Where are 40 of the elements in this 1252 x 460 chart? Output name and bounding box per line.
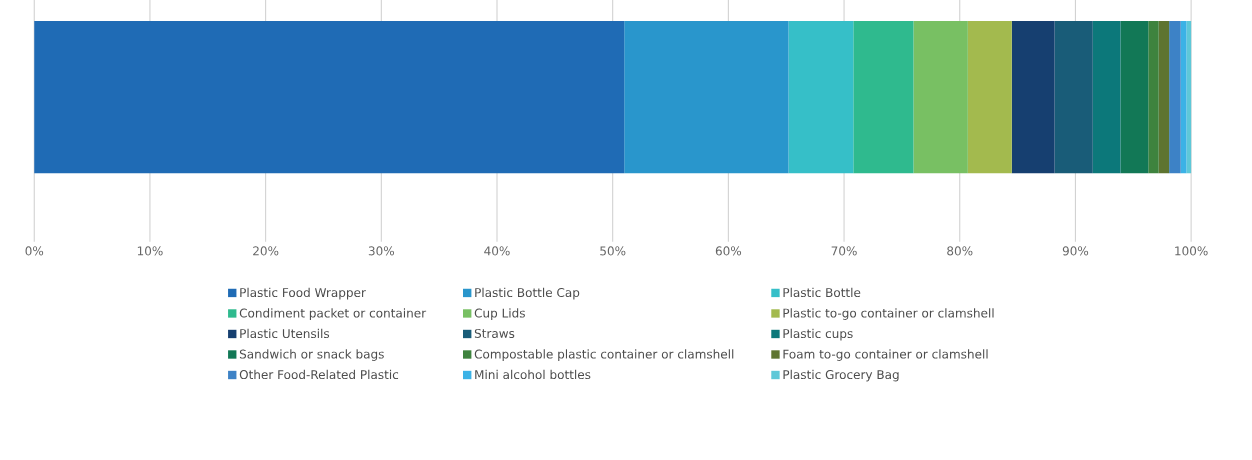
legend-label: Plastic Utensils <box>240 328 330 338</box>
legend-label: Plastic Grocery Bag <box>783 369 899 382</box>
bar <box>1158 20 1170 173</box>
x-tick-label: 90% <box>1062 246 1089 256</box>
x-tick-label: 80% <box>947 246 973 256</box>
legend-label: Condiment packet or container <box>239 308 427 320</box>
bar <box>1120 20 1149 173</box>
bar <box>1092 20 1121 173</box>
legend-label: Cup Lids <box>474 308 525 320</box>
bar <box>913 20 968 173</box>
x-tick-label: 100% <box>1175 246 1208 256</box>
bar <box>1148 20 1159 173</box>
legend-label: Compostable plastic container or clamshell <box>474 349 734 361</box>
bar <box>1054 20 1093 173</box>
legend-label: Plastic Bottle <box>783 287 861 297</box>
bar <box>1011 20 1055 173</box>
legend-label: Plastic Bottle Cap <box>475 287 580 300</box>
bar <box>853 20 914 173</box>
x-tick-label: 60% <box>715 246 742 256</box>
legend-label: Mini alcohol bottles <box>475 369 591 379</box>
bar <box>624 20 789 173</box>
legend-label: Plastic Food Wrapper <box>240 287 366 300</box>
legend-label: Foam to-go container or clamshell <box>783 349 988 361</box>
x-tick-label: 70% <box>831 246 857 256</box>
bar <box>788 20 854 173</box>
legend-label: Plastic cups <box>783 328 853 341</box>
bar <box>1186 20 1192 173</box>
bar <box>1169 20 1181 173</box>
legend-label: Plastic to-go container or clamshell <box>783 308 994 320</box>
x-tick-label: 0% <box>25 246 44 256</box>
legend-label: Straws <box>474 328 515 338</box>
x-tick-label: 20% <box>253 246 279 256</box>
x-tick-label: 40% <box>484 246 510 256</box>
bar <box>34 20 625 173</box>
x-tick-label: 50% <box>600 246 626 256</box>
bar <box>967 20 1012 173</box>
x-tick-label: 30% <box>368 246 395 256</box>
legend-label: Sandwich or snack bags <box>239 349 384 361</box>
x-tick-label: 10% <box>137 246 163 256</box>
legend-label: Other Food-Related Plastic <box>239 369 399 379</box>
